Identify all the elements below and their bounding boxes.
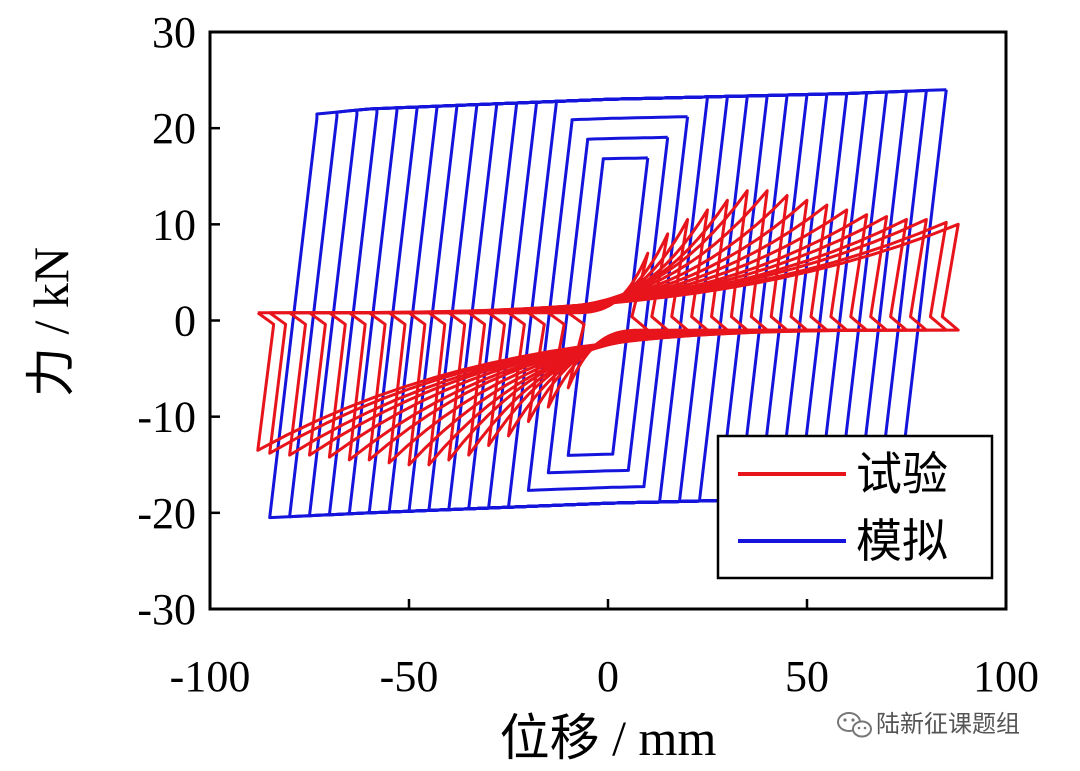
- y-tick-label: 20: [152, 104, 196, 153]
- x-tick-label: 100: [973, 652, 1039, 701]
- x-axis-title: 位移 / mm: [500, 710, 717, 766]
- watermark: 陆新征课题组: [837, 710, 1020, 738]
- y-tick-label: 30: [152, 8, 196, 57]
- series-layer: [256, 88, 960, 520]
- x-tick-label: -100: [170, 652, 251, 701]
- simulation-loop-15: [268, 88, 948, 520]
- watermark-text: 陆新征课题组: [876, 710, 1020, 738]
- y-tick-label: 0: [174, 297, 196, 346]
- y-tick-label: -30: [137, 585, 196, 634]
- wechat-icon: [837, 712, 872, 738]
- simulation-loop-1: [546, 135, 670, 475]
- x-tick-label: -50: [380, 652, 439, 701]
- legend-label-experiment: 试验: [856, 449, 948, 500]
- legend-box: [716, 434, 994, 580]
- legend-label-simulation: 模拟: [856, 516, 948, 567]
- simulation-loop-0: [566, 156, 650, 457]
- y-axis-title: 力 / kN: [23, 247, 79, 397]
- y-tick-label: 10: [152, 200, 196, 249]
- simulation-loop-2: [526, 115, 690, 492]
- experiment-loop-16: [256, 222, 960, 452]
- y-tick-label: -10: [137, 393, 196, 442]
- x-tick-label: 50: [785, 652, 829, 701]
- x-tick-label: 0: [597, 652, 619, 701]
- legend: 试验 模拟: [716, 434, 994, 580]
- y-tick-label: -20: [137, 489, 196, 538]
